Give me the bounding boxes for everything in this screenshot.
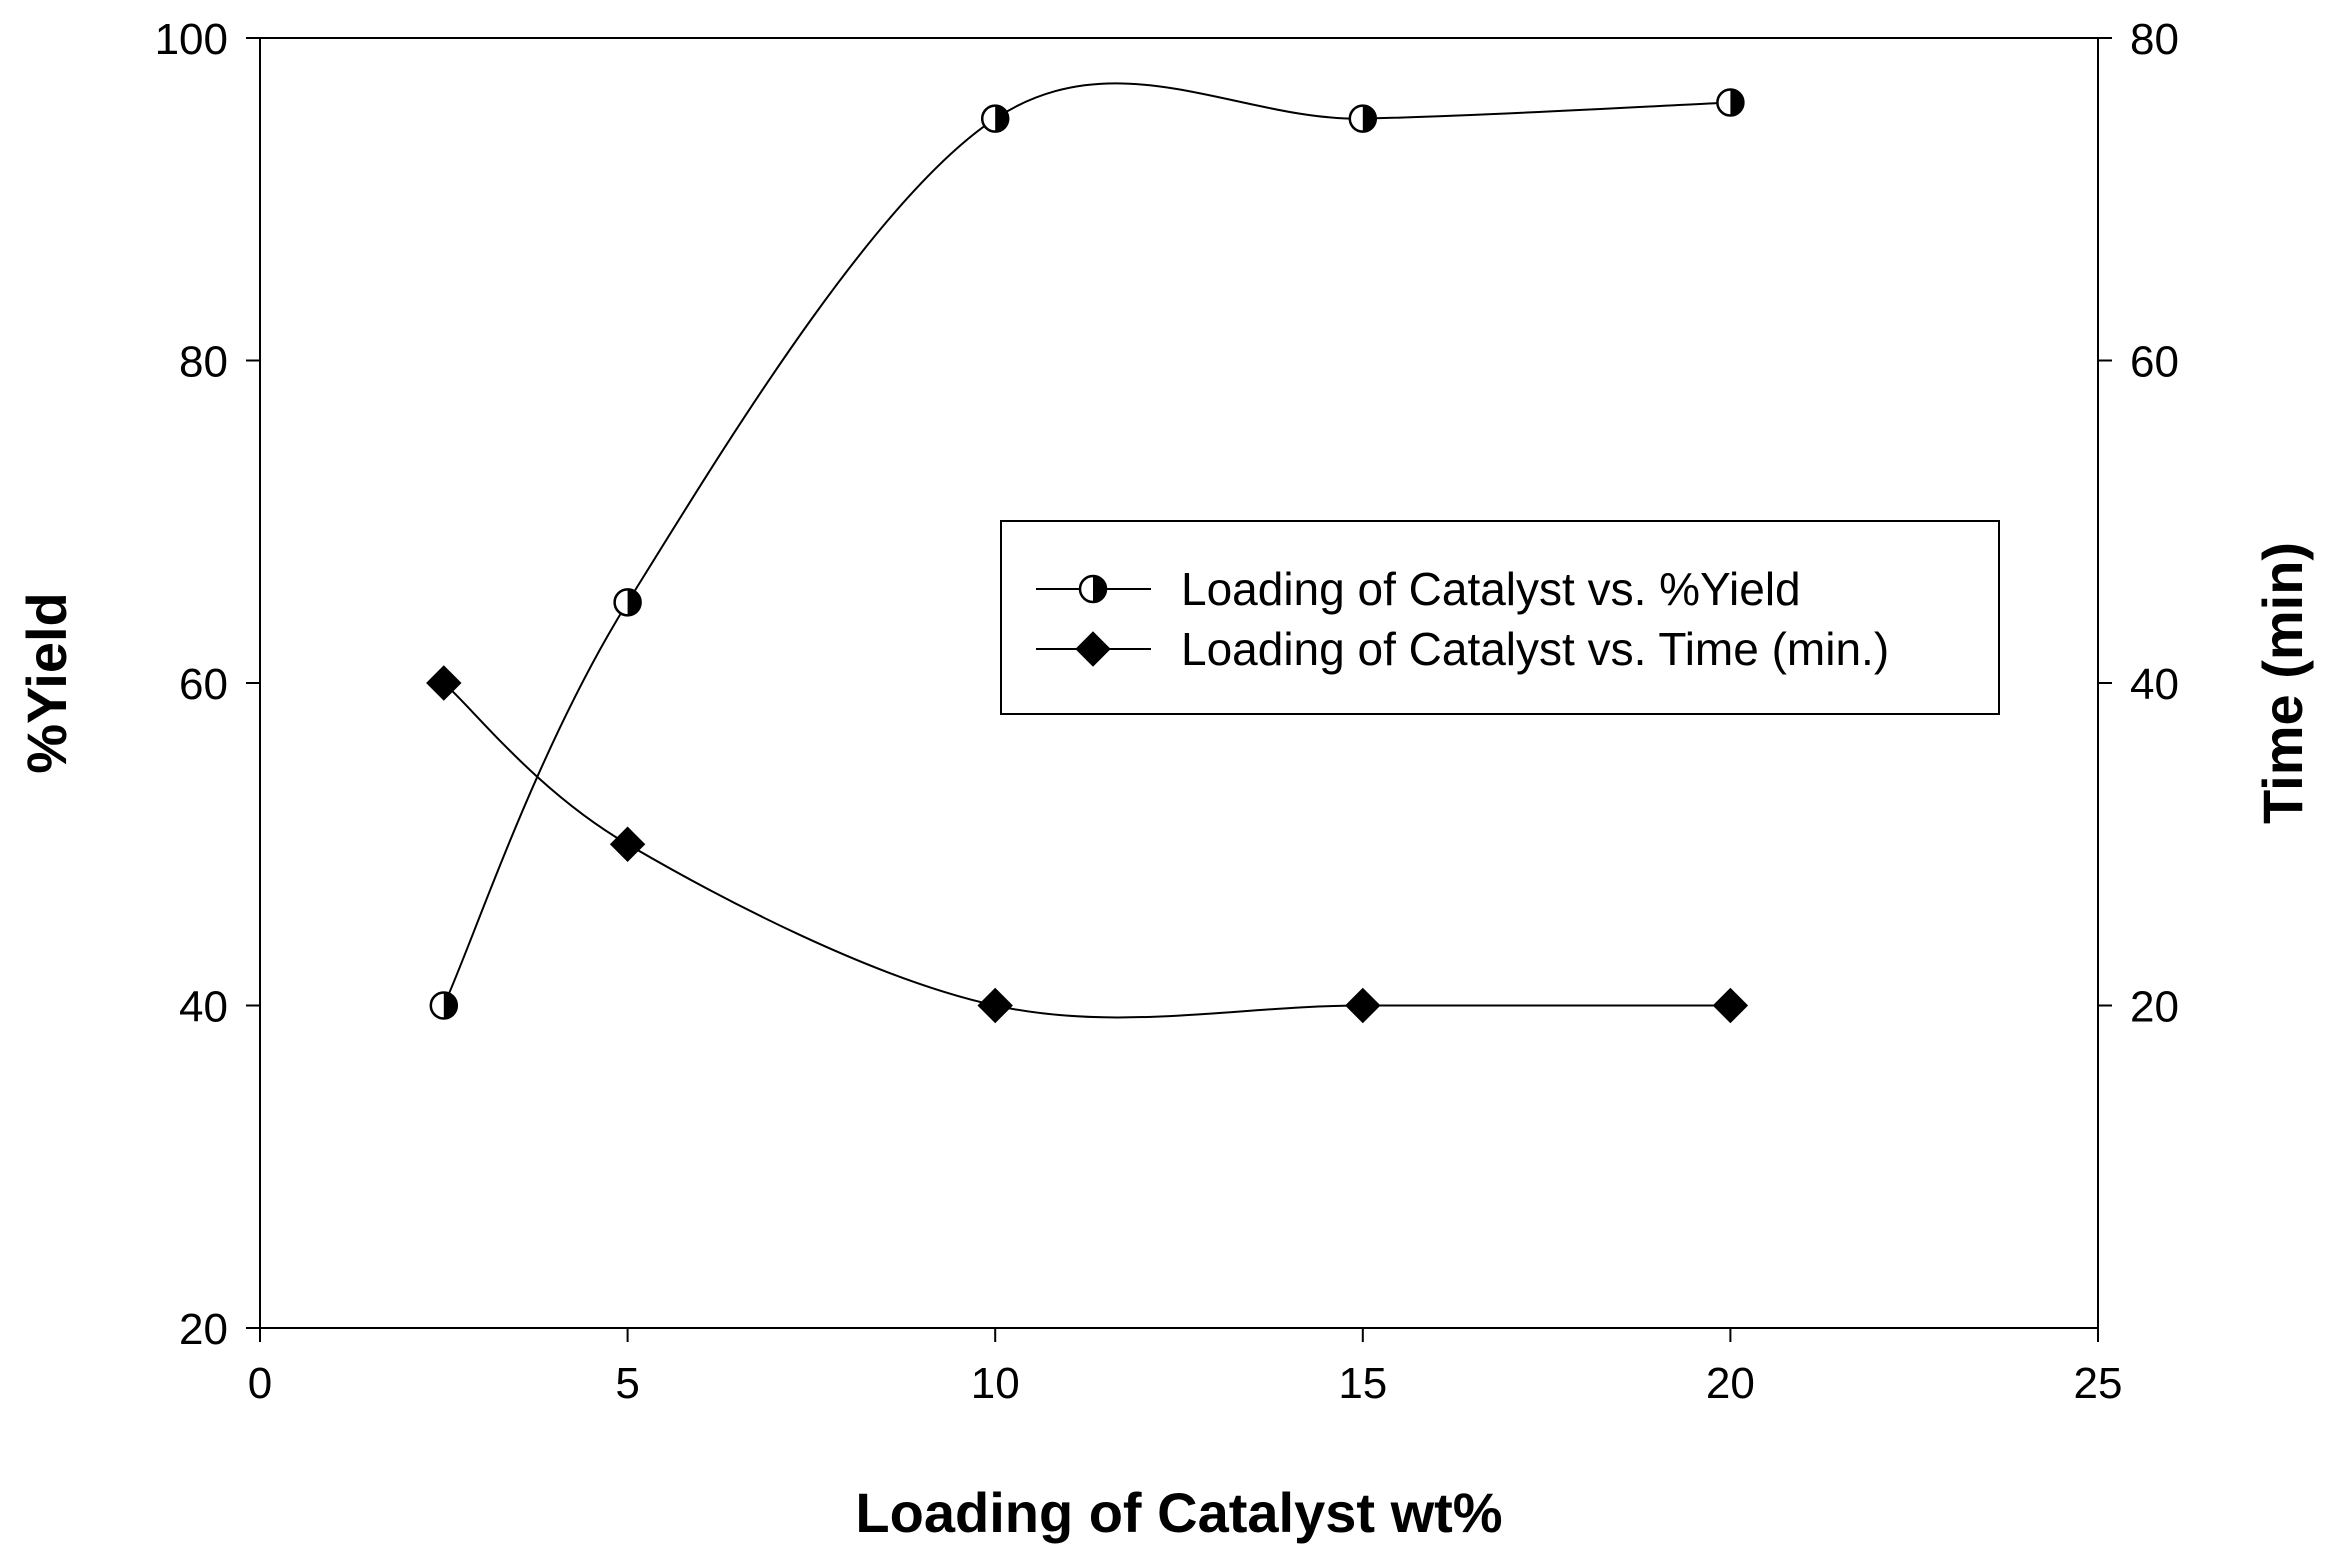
y-tick-label: 20 [179,1305,228,1354]
legend-swatch-time [1036,631,1151,667]
y2-tick-label: 60 [2130,338,2179,387]
data-point-yield [980,104,1010,133]
legend-marker [1075,631,1111,667]
x-tick-label: 20 [1706,1359,1755,1408]
x-tick-label: 15 [1338,1359,1387,1408]
data-point-yield [1348,104,1378,133]
y2-tick-label: 80 [2130,15,2179,64]
y-tick-label: 60 [179,660,228,709]
legend-label-yield: Loading of Catalyst vs. %Yield [1181,563,1801,615]
series-line-yield [442,82,1731,1006]
marker-half-fill [443,992,457,1019]
y-axis-title: %Yield [15,592,78,774]
data-point-time [426,665,462,701]
x-tick-label: 5 [615,1359,639,1408]
x-tick-label: 0 [248,1359,272,1408]
y-axis-ticks: 20 40 60 80 100 [155,15,260,1354]
y2-axis-ticks: 20 40 60 80 [2098,15,2179,1032]
legend-marker [1078,574,1108,604]
legend-label-time: Loading of Catalyst vs. Time (min.) [1181,623,1889,675]
data-point-yield [1716,88,1745,117]
x-tick-label: 10 [971,1359,1020,1408]
data-point-time [977,987,1013,1024]
y2-axis-title: Time (min) [2251,542,2314,824]
data-point-yield [613,588,642,617]
x-axis-ticks: 0 5 10 15 20 25 [248,1328,2123,1408]
legend-box [1000,520,2000,715]
x-tick-label: 25 [2074,1359,2123,1408]
data-point-time [1345,987,1381,1024]
series-layer [426,82,1749,1024]
y-tick-label: 80 [179,338,228,387]
y2-tick-label: 20 [2130,983,2179,1032]
marker-half-fill [627,589,641,616]
data-point-time [609,826,646,862]
legend-swatch-yield [1036,574,1151,604]
x-axis-title: Loading of Catalyst wt% [855,1481,1502,1544]
data-point-time [1712,987,1749,1024]
legend: Loading of Catalyst vs. %Yield Loading o… [1000,520,2000,715]
marker-half-fill [1362,105,1376,132]
series-yield [429,82,1745,1020]
marker-half-fill [1730,89,1744,116]
y-tick-label: 40 [179,983,228,1032]
series-time [426,665,1749,1024]
y2-tick-label: 40 [2130,660,2179,709]
marker-half-fill [995,105,1009,132]
data-point-yield [429,991,459,1020]
y-tick-label: 100 [155,15,228,64]
marker-half-fill [1093,576,1106,602]
